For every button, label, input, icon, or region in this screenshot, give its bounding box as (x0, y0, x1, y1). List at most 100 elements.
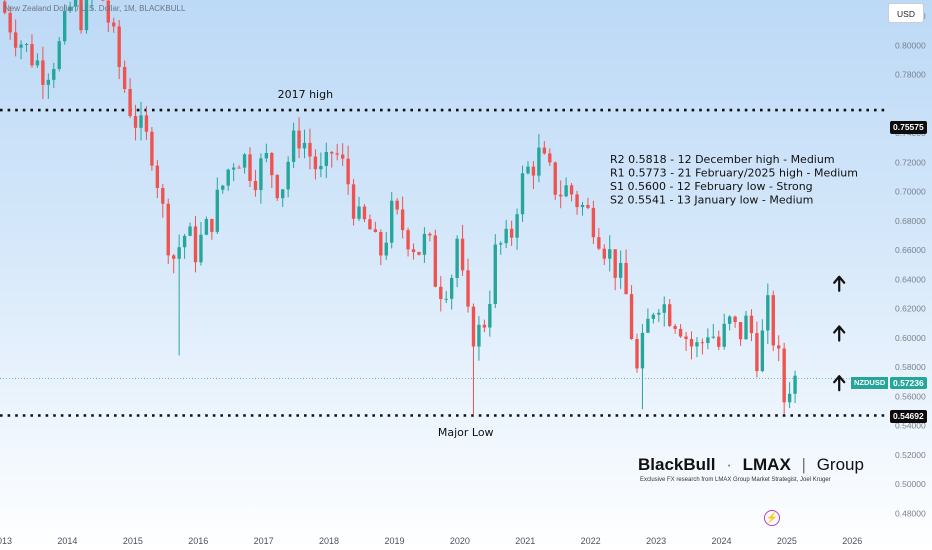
x-tick-label: 2018 (319, 536, 339, 546)
candle-body (281, 189, 285, 199)
y-tick-label: 0.54000 (895, 421, 926, 431)
x-tick-label: 2022 (581, 536, 601, 546)
candle-body (46, 79, 51, 85)
candle-body (346, 158, 350, 185)
y-tick-label: 0.50000 (895, 479, 926, 489)
candle-body (782, 348, 786, 403)
candle-body (771, 295, 775, 346)
level-note: S2 0.5541 - 13 January low - Medium (610, 194, 813, 207)
candle-body (668, 304, 672, 326)
candle-body (144, 115, 149, 132)
candle-body (351, 184, 356, 219)
candle-body (717, 336, 721, 347)
candle-body (711, 336, 715, 338)
candle-body (362, 206, 367, 220)
candle-body (161, 187, 165, 204)
logo-tagline: Exclusive FX research from LMAX Group Ma… (640, 477, 831, 483)
logo-lmax: LMAX (742, 455, 791, 474)
candle-body (629, 294, 634, 340)
x-tick-label: 2017 (254, 536, 274, 546)
candle-body (215, 189, 219, 232)
candle-body (150, 131, 154, 166)
candle-body (477, 324, 481, 347)
x-tick-label: 2020 (450, 536, 470, 546)
level-note: R2 0.5818 - 12 December high - Medium (610, 153, 835, 166)
candle-body (270, 153, 274, 176)
candle-body (722, 323, 726, 347)
candle-body (673, 325, 677, 329)
currency-button[interactable]: USD (888, 3, 924, 23)
candle-body (569, 185, 574, 195)
lightning-icon[interactable]: ⚡ (764, 510, 780, 526)
candle-body (30, 44, 34, 66)
candle-body (455, 238, 459, 278)
candle-body (357, 206, 361, 219)
candle-body (368, 219, 372, 230)
x-tick-label: 2023 (646, 536, 666, 546)
candle-body (84, 0, 89, 31)
logo-dot: · (726, 455, 732, 474)
candle-body (139, 115, 143, 128)
candle-body (564, 185, 568, 197)
x-tick-label: 2026 (842, 536, 862, 546)
candle-body (248, 154, 252, 181)
candle-body (520, 173, 525, 215)
candle-body (444, 298, 448, 300)
candle-body (749, 315, 754, 334)
candle-body (406, 230, 410, 250)
candle-body (417, 252, 421, 255)
candle-body (657, 312, 661, 315)
candle-body (106, 0, 110, 23)
candle-body (482, 324, 487, 328)
x-tick-label: 2021 (515, 536, 535, 546)
candle-body (24, 44, 29, 46)
candle-body (122, 66, 127, 89)
y-tick-label: 0.58000 (895, 362, 926, 372)
candle-body (635, 339, 639, 369)
candle-body (624, 262, 628, 295)
candle-body (384, 242, 388, 256)
candle-body (760, 330, 765, 372)
candle-body (231, 167, 236, 170)
price-label-major-low: 0.54692 (890, 410, 927, 423)
annotation-major-low: Major Low (438, 426, 494, 439)
y-tick-label: 0.64000 (895, 274, 926, 284)
candle-body (73, 0, 78, 7)
candle-body (515, 214, 519, 238)
y-tick-label: 0.72000 (895, 157, 926, 167)
symbol-header: New Zealand Dollar / U.S. Dollar, 1M, BL… (4, 4, 186, 13)
candle-body (727, 316, 732, 324)
candle-body (422, 233, 427, 255)
candle-body (428, 233, 432, 236)
logo-separator: | (801, 455, 806, 474)
candle-body (787, 393, 792, 403)
level-note: R1 0.5773 - 21 February/2025 high - Medi… (610, 167, 858, 180)
candle-body (542, 147, 547, 154)
candle-body (112, 22, 116, 27)
candle-body (166, 203, 170, 256)
candle-body (449, 277, 454, 299)
candle-body (553, 162, 557, 195)
candle-body (504, 228, 508, 244)
y-tick-label: 0.66000 (895, 245, 926, 255)
y-tick-label: 0.52000 (895, 450, 926, 460)
up-arrow-icon (833, 375, 846, 392)
candle-body (526, 166, 530, 174)
candle-body (253, 180, 258, 191)
candle-body (766, 295, 770, 331)
candle-body (651, 314, 656, 319)
candle-body (597, 237, 601, 249)
candle-body (689, 338, 694, 347)
candle-body (580, 205, 585, 208)
candle-body (558, 194, 563, 197)
level-note: S1 0.5600 - 12 February low - Strong (610, 180, 813, 193)
y-tick-label: 0.68000 (895, 216, 926, 226)
candle-body (379, 232, 383, 256)
candle-body (586, 205, 590, 208)
candle-body (324, 151, 329, 166)
candle-body (488, 303, 492, 328)
candle-body (210, 219, 214, 232)
candle-body (221, 185, 225, 190)
